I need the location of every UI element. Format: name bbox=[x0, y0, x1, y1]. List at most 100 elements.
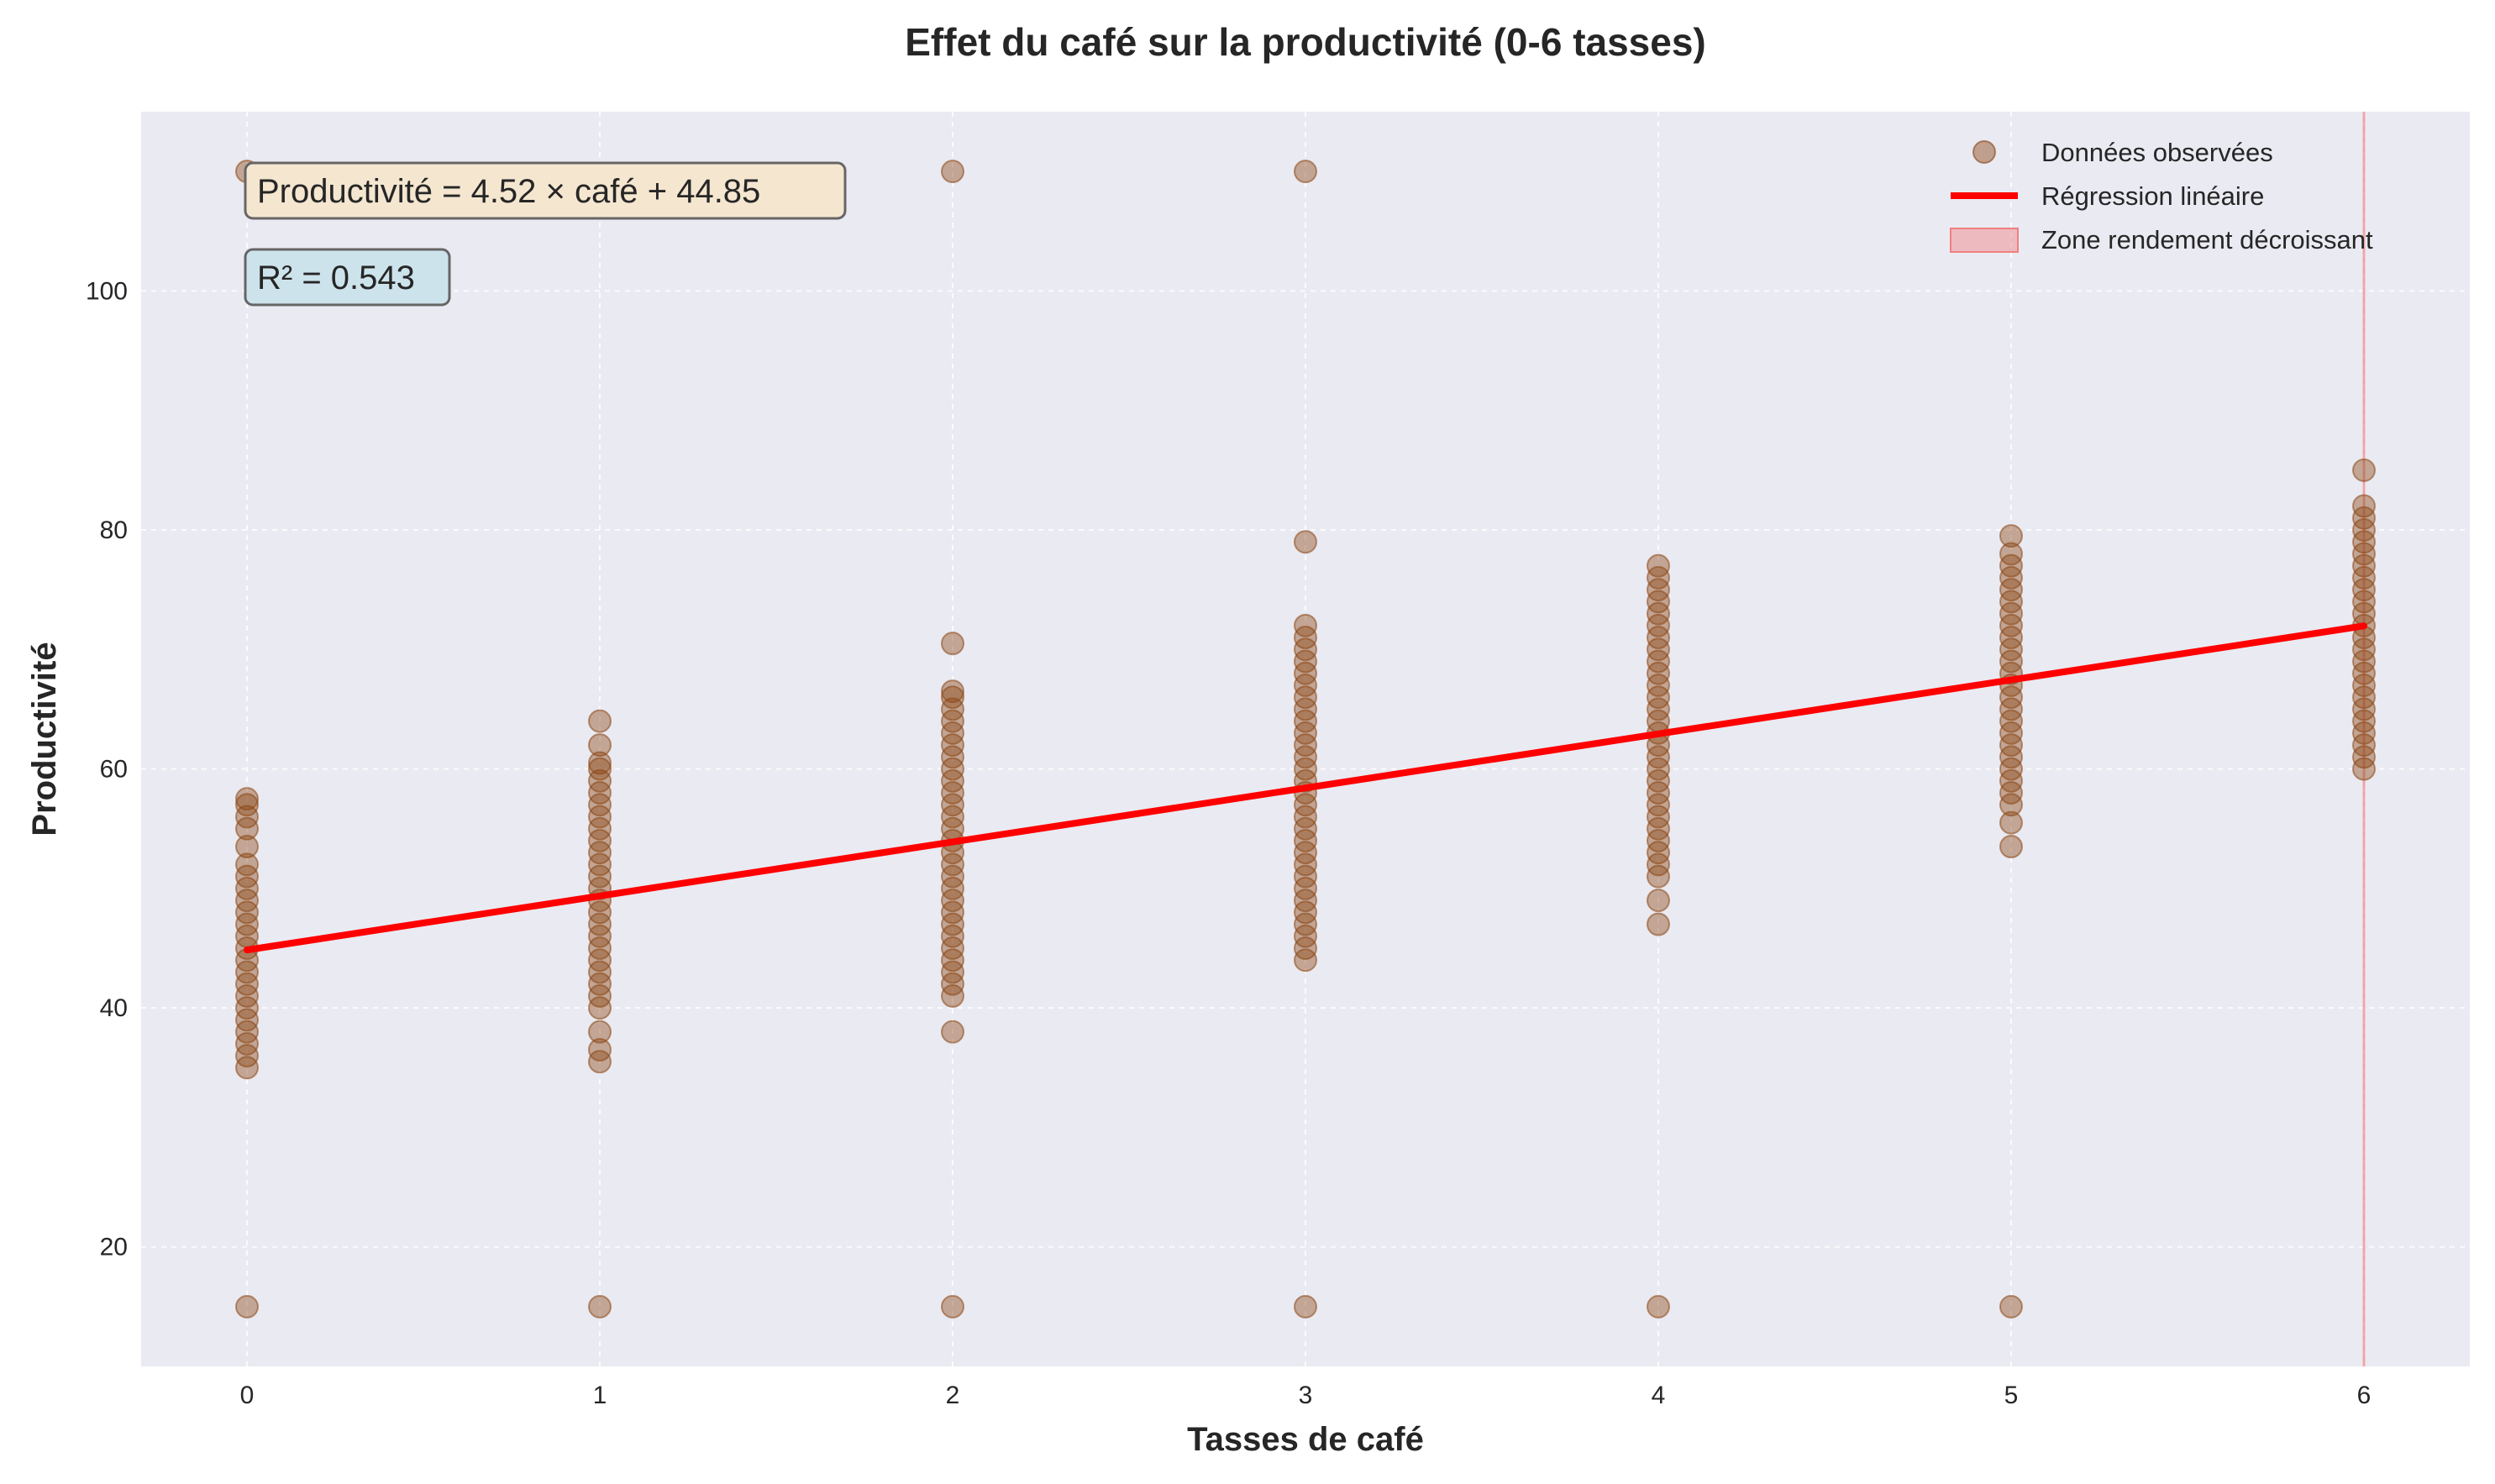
scatter-point bbox=[941, 936, 964, 960]
y-tick-label: 60 bbox=[100, 756, 128, 784]
scatter-point bbox=[588, 828, 612, 852]
scatter-point bbox=[1999, 626, 2023, 650]
scatter-point bbox=[1294, 685, 1317, 710]
scatter-point bbox=[235, 787, 259, 811]
x-tick-label: 4 bbox=[1652, 1382, 1666, 1409]
scatter-point bbox=[1647, 685, 1670, 710]
scatter-point bbox=[1294, 613, 1317, 637]
scatter-point bbox=[1294, 637, 1317, 662]
y-tick-label: 40 bbox=[100, 994, 128, 1022]
scatter-point bbox=[1647, 793, 1670, 817]
scatter-point bbox=[1647, 673, 1670, 697]
legend-label-scatter: Données observées bbox=[2041, 138, 2273, 167]
scatter-point bbox=[235, 1056, 259, 1080]
scatter-series bbox=[235, 160, 2376, 1319]
scatter-point bbox=[1647, 852, 1670, 877]
scatter-point bbox=[2352, 458, 2376, 482]
scatter-point bbox=[1999, 757, 2023, 781]
scatter-point bbox=[588, 864, 612, 889]
y-tick-label: 20 bbox=[100, 1234, 128, 1261]
scatter-point bbox=[941, 757, 964, 781]
scatter-point bbox=[1647, 565, 1670, 590]
scatter-point bbox=[1647, 649, 1670, 674]
legend-marker-zone bbox=[1950, 228, 2019, 253]
scatter-point bbox=[235, 1044, 259, 1068]
scatter-point bbox=[941, 1294, 964, 1319]
scatter-point bbox=[1999, 721, 2023, 745]
scatter-point bbox=[235, 852, 259, 877]
scatter-point bbox=[2352, 506, 2376, 530]
legend: Données observées Régression linéaire Zo… bbox=[1950, 138, 2373, 254]
scatter-point bbox=[941, 1020, 964, 1044]
scatter-point bbox=[2352, 553, 2376, 578]
scatter-point bbox=[2352, 661, 2376, 685]
scatter-point bbox=[941, 852, 964, 877]
scatter-point bbox=[941, 697, 964, 721]
scatter-point bbox=[941, 709, 964, 733]
scatter-point bbox=[1294, 733, 1317, 758]
scatter-point bbox=[1294, 721, 1317, 745]
scatter-point bbox=[1294, 900, 1317, 925]
scatter-point bbox=[1647, 745, 1670, 769]
scatter-point bbox=[941, 733, 964, 758]
scatter-point bbox=[2352, 649, 2376, 674]
scatter-point bbox=[1647, 637, 1670, 662]
scatter-point bbox=[1647, 697, 1670, 721]
scatter-point bbox=[1999, 553, 2023, 578]
scatter-point bbox=[1647, 553, 1670, 578]
scatter-point bbox=[941, 679, 964, 704]
scatter-point bbox=[1999, 768, 2023, 793]
scatter-point bbox=[235, 864, 259, 889]
chart-title: Effet du café sur la productivité (0-6 t… bbox=[905, 20, 1706, 64]
scatter-point bbox=[1647, 601, 1670, 626]
y-axis-label: Productivité bbox=[26, 642, 63, 836]
scatter-point bbox=[2352, 673, 2376, 697]
span-layer bbox=[2362, 112, 2366, 1366]
scatter-point bbox=[2352, 578, 2376, 602]
scatter-point bbox=[235, 960, 259, 984]
equation-box bbox=[244, 161, 847, 220]
scatter-point bbox=[1294, 160, 1317, 184]
scatter-point bbox=[1647, 864, 1670, 889]
scatter-point bbox=[1294, 1294, 1317, 1319]
scatter-point bbox=[1647, 626, 1670, 650]
scatter-point bbox=[588, 805, 612, 829]
scatter-point bbox=[588, 768, 612, 793]
x-tick-label: 1 bbox=[593, 1382, 607, 1409]
legend-label-zone: Zone rendement décroissant bbox=[2041, 225, 2373, 254]
scatter-point bbox=[941, 745, 964, 769]
scatter-point bbox=[1999, 685, 2023, 710]
scatter-point bbox=[1999, 590, 2023, 614]
scatter-point bbox=[588, 924, 612, 948]
scatter-point bbox=[1294, 828, 1317, 852]
scatter-point bbox=[1999, 637, 2023, 662]
scatter-point bbox=[588, 1020, 612, 1044]
scatter-point bbox=[235, 835, 259, 859]
scatter-point bbox=[588, 972, 612, 996]
scatter-point bbox=[1999, 810, 2023, 835]
scatter-point bbox=[1999, 565, 2023, 590]
regression-line bbox=[244, 622, 2367, 954]
r2-box bbox=[244, 248, 451, 307]
scatter-point bbox=[1294, 649, 1317, 674]
scatter-point bbox=[1294, 889, 1317, 913]
scatter-point bbox=[941, 924, 964, 948]
scatter-point bbox=[941, 900, 964, 925]
scatter-point bbox=[235, 1294, 259, 1319]
scatter-point bbox=[1999, 793, 2023, 817]
x-tick-label: 3 bbox=[1299, 1382, 1313, 1409]
x-tick-label: 6 bbox=[2357, 1382, 2372, 1409]
scatter-point bbox=[588, 757, 612, 781]
scatter-point bbox=[1294, 745, 1317, 769]
scatter-point bbox=[1999, 601, 2023, 626]
r2-annotation: R² = 0.543 bbox=[244, 248, 451, 307]
scatter-point bbox=[1294, 793, 1317, 817]
scatter-point bbox=[941, 793, 964, 817]
scatter-point bbox=[588, 960, 612, 984]
scatter-point bbox=[1647, 661, 1670, 685]
r2-text: R² = 0.543 bbox=[257, 260, 415, 296]
scatter-point bbox=[235, 816, 259, 841]
scatter-point bbox=[2352, 530, 2376, 554]
scatter-point bbox=[1647, 828, 1670, 852]
scatter-point bbox=[1647, 613, 1670, 637]
